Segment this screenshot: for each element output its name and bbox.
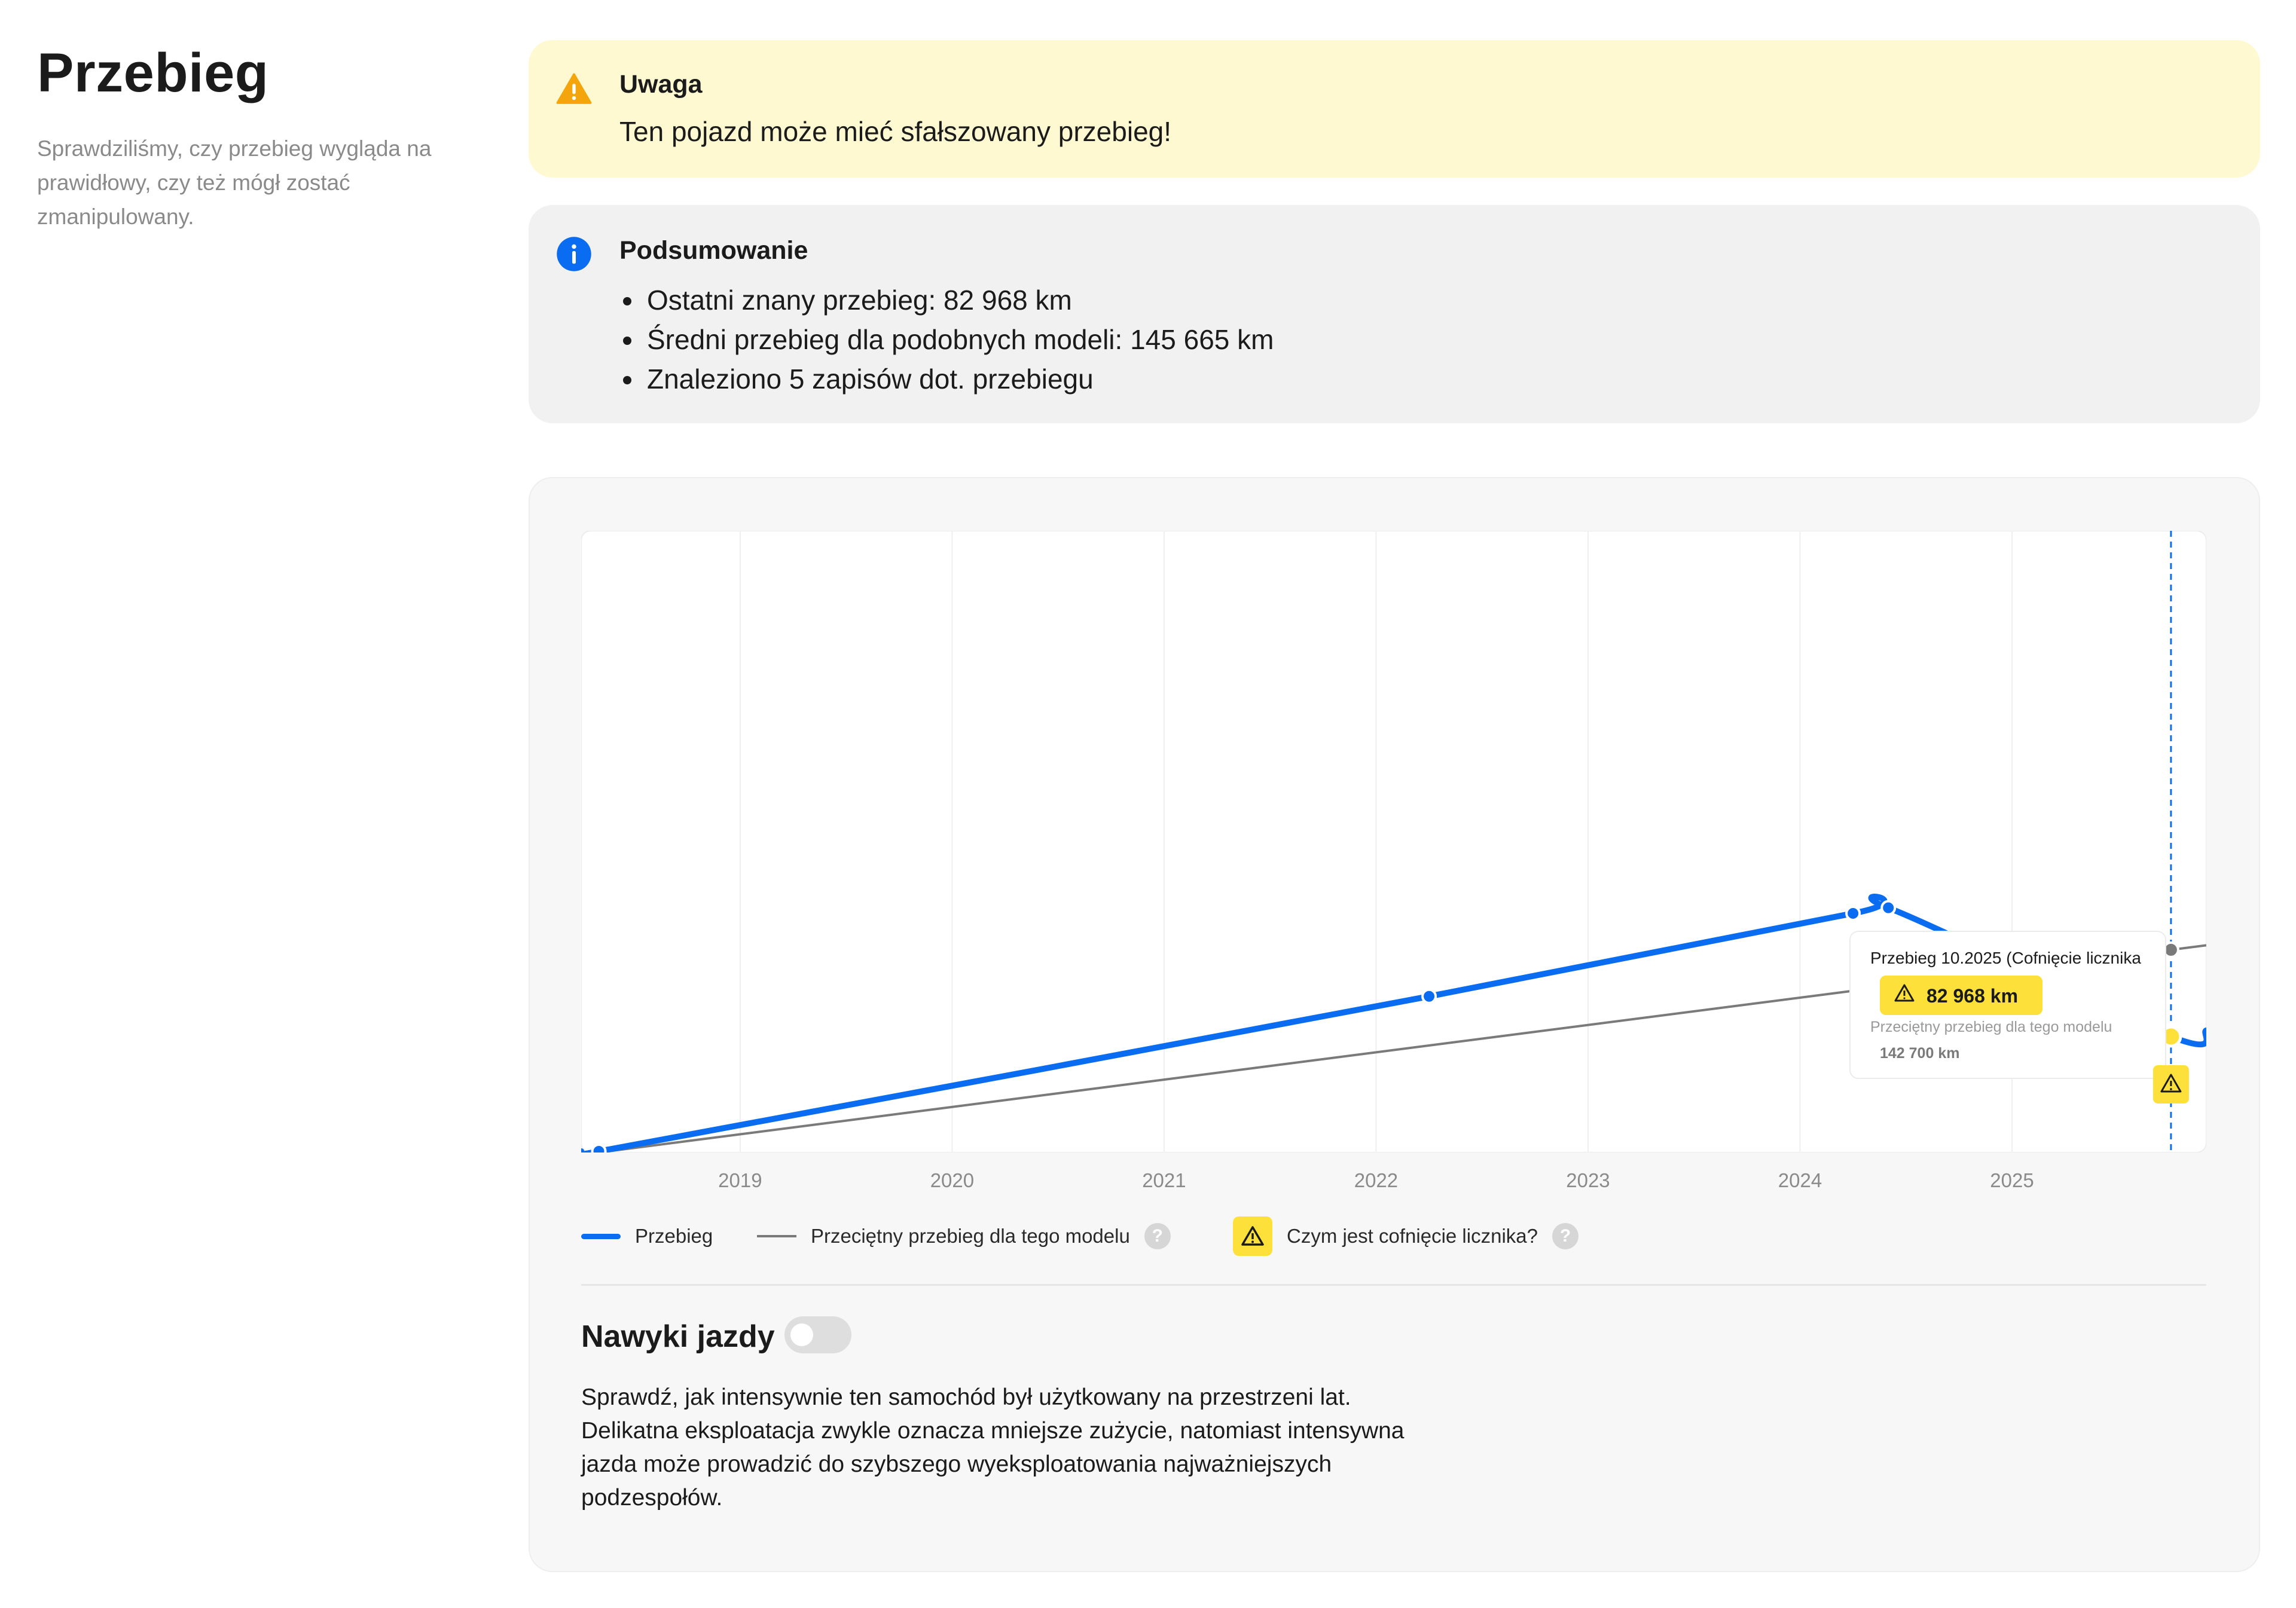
legend-label: Przeciętny przebieg dla tego modelu	[811, 1225, 1130, 1247]
legend-mileage: Przebieg	[581, 1223, 713, 1249]
x-tick-label: 2023	[1566, 1169, 1610, 1191]
summary-item: Ostatni znany przebieg: 82 968 km	[619, 280, 1274, 320]
divider	[581, 1284, 2206, 1286]
rollback-flag	[2152, 1065, 2189, 1103]
warning-dot	[2170, 1088, 2172, 1090]
tooltip-avg-label: Przeciętny przebieg dla tego modelu	[1870, 1019, 2112, 1035]
mileage-point	[1880, 900, 1897, 916]
legend-swatch-average	[757, 1235, 796, 1237]
legend-label: Przebieg	[635, 1225, 713, 1247]
x-tick-label: 2022	[1354, 1169, 1399, 1191]
tooltip-title: Przebieg 10.2025 (Cofnięcie licznika	[1870, 949, 2141, 967]
page-title: Przebieg	[37, 42, 269, 103]
summary-item: Znaleziono 5 zapisów dot. przebiegu	[619, 359, 1274, 399]
x-tick-label: 2025	[1990, 1169, 2034, 1191]
summary-item: Średni przebieg dla podobnych modeli: 14…	[619, 320, 1274, 359]
summary-alert: Podsumowanie Ostatni znany przebieg: 82 …	[529, 205, 2260, 423]
info-icon	[557, 237, 591, 271]
page-description: Sprawdziliśmy, czy przebieg wygląda na p…	[37, 136, 432, 229]
warning-triangle-icon	[556, 73, 592, 104]
warning-triangle-icon	[1241, 1226, 1264, 1246]
legend-rollback[interactable]: Czym jest cofnięcie licznika? ?	[1233, 1216, 1578, 1256]
mileage-point	[1421, 988, 1437, 1004]
warning-title: Uwaga	[619, 70, 703, 99]
summary-list: Ostatni znany przebieg: 82 968 km Średni…	[619, 280, 1274, 399]
summary-title: Podsumowanie	[619, 236, 808, 265]
mileage-point	[1845, 905, 1861, 921]
x-tick-label: 2021	[1142, 1169, 1186, 1191]
warning-alert: Uwaga Ten pojazd może mieć sfałszowany p…	[529, 40, 2260, 178]
warning-triangle-icon	[1894, 984, 1915, 1002]
tooltip-avg-value: 142 700 km	[1880, 1045, 1959, 1062]
habits-toggle[interactable]	[784, 1316, 851, 1353]
rollback-warning-badge	[1233, 1216, 1272, 1256]
tooltip-value: 82 968 km	[1926, 985, 2018, 1007]
x-tick-label: 2019	[718, 1169, 762, 1191]
toggle-knob	[790, 1323, 813, 1346]
legend-swatch-mileage	[581, 1233, 621, 1239]
warning-text: Ten pojazd może mieć sfałszowany przebie…	[619, 116, 1172, 147]
mileage-chart: Przebieg 10.2025 (Cofnięcie licznika 82 …	[581, 531, 2206, 1152]
legend-average: Przeciętny przebieg dla tego modelu ?	[757, 1223, 1171, 1249]
legend-label: Czym jest cofnięcie licznika?	[1287, 1225, 1538, 1247]
help-icon[interactable]: ?	[1552, 1223, 1578, 1249]
x-tick-label: 2020	[930, 1169, 975, 1191]
x-tick-label: 2024	[1778, 1169, 1822, 1191]
habits-description: Sprawdź, jak intensywnie ten samochód by…	[581, 1384, 1405, 1511]
chart-tooltip: Przebieg 10.2025 (Cofnięcie licznika 82 …	[1849, 931, 2166, 1079]
habits-title: Nawyki jazdy	[581, 1319, 775, 1354]
warning-triangle-icon	[2160, 1074, 2182, 1093]
mileage-point	[591, 1144, 607, 1152]
tooltip-value-badge	[1880, 976, 2042, 1015]
help-icon[interactable]: ?	[1144, 1223, 1171, 1249]
